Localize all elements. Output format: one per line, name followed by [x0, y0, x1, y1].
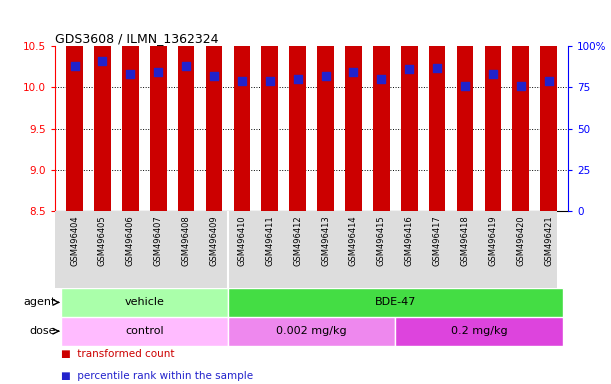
- Text: GSM496418: GSM496418: [461, 215, 469, 266]
- Bar: [60, 317, 228, 346]
- Bar: [178, 0, 194, 211]
- Text: 0.002 mg/kg: 0.002 mg/kg: [276, 326, 347, 336]
- Bar: [317, 0, 334, 211]
- Text: ■  transformed count: ■ transformed count: [61, 349, 175, 359]
- Bar: [513, 0, 529, 211]
- Text: GDS3608 / ILMN_1362324: GDS3608 / ILMN_1362324: [55, 32, 219, 45]
- Bar: [122, 0, 139, 211]
- Text: GSM496404: GSM496404: [70, 215, 79, 266]
- Text: GSM496411: GSM496411: [265, 215, 274, 266]
- Bar: [94, 0, 111, 211]
- Bar: [262, 0, 278, 211]
- Bar: [429, 0, 445, 211]
- Text: GSM496419: GSM496419: [488, 215, 497, 266]
- Text: 0.2 mg/kg: 0.2 mg/kg: [451, 326, 507, 336]
- Point: [70, 63, 79, 69]
- Text: GSM496412: GSM496412: [293, 215, 302, 266]
- Bar: [401, 0, 417, 211]
- Text: GSM496406: GSM496406: [126, 215, 135, 266]
- Text: control: control: [125, 326, 164, 336]
- Text: ■  percentile rank within the sample: ■ percentile rank within the sample: [61, 371, 253, 381]
- Point: [432, 65, 442, 71]
- Bar: [373, 0, 390, 211]
- Text: GSM496407: GSM496407: [154, 215, 163, 266]
- Bar: [485, 0, 501, 211]
- Bar: [540, 0, 557, 211]
- Point: [98, 58, 108, 64]
- Text: GSM496409: GSM496409: [210, 215, 219, 266]
- Point: [293, 76, 302, 82]
- Text: GSM496410: GSM496410: [238, 215, 246, 266]
- Text: dose: dose: [29, 326, 56, 336]
- Point: [125, 71, 135, 77]
- Text: agent: agent: [23, 297, 56, 308]
- Text: GSM496413: GSM496413: [321, 215, 330, 266]
- Bar: [395, 317, 563, 346]
- Text: GSM496420: GSM496420: [516, 215, 525, 266]
- Text: GSM496414: GSM496414: [349, 215, 358, 266]
- Point: [153, 70, 163, 76]
- Point: [181, 63, 191, 69]
- Point: [516, 83, 525, 89]
- Bar: [289, 0, 306, 211]
- Point: [209, 73, 219, 79]
- Point: [488, 71, 498, 77]
- Bar: [345, 0, 362, 211]
- Bar: [228, 317, 395, 346]
- Text: GSM496415: GSM496415: [377, 215, 386, 266]
- Text: GSM496405: GSM496405: [98, 215, 107, 266]
- Bar: [206, 0, 222, 211]
- Text: GSM496421: GSM496421: [544, 215, 553, 266]
- Point: [544, 78, 554, 84]
- Text: GSM496416: GSM496416: [404, 215, 414, 266]
- Text: GSM496408: GSM496408: [181, 215, 191, 266]
- Point: [404, 66, 414, 72]
- Point: [348, 70, 358, 76]
- Bar: [456, 0, 474, 211]
- Point: [321, 73, 331, 79]
- Bar: [150, 0, 167, 211]
- Bar: [66, 0, 83, 211]
- Text: vehicle: vehicle: [124, 297, 164, 308]
- Bar: [60, 288, 228, 317]
- Point: [265, 78, 275, 84]
- Text: GSM496417: GSM496417: [433, 215, 442, 266]
- Point: [237, 78, 247, 84]
- Text: BDE-47: BDE-47: [375, 297, 416, 308]
- Point: [460, 83, 470, 89]
- Bar: [228, 288, 563, 317]
- Bar: [233, 0, 251, 211]
- Point: [376, 76, 386, 82]
